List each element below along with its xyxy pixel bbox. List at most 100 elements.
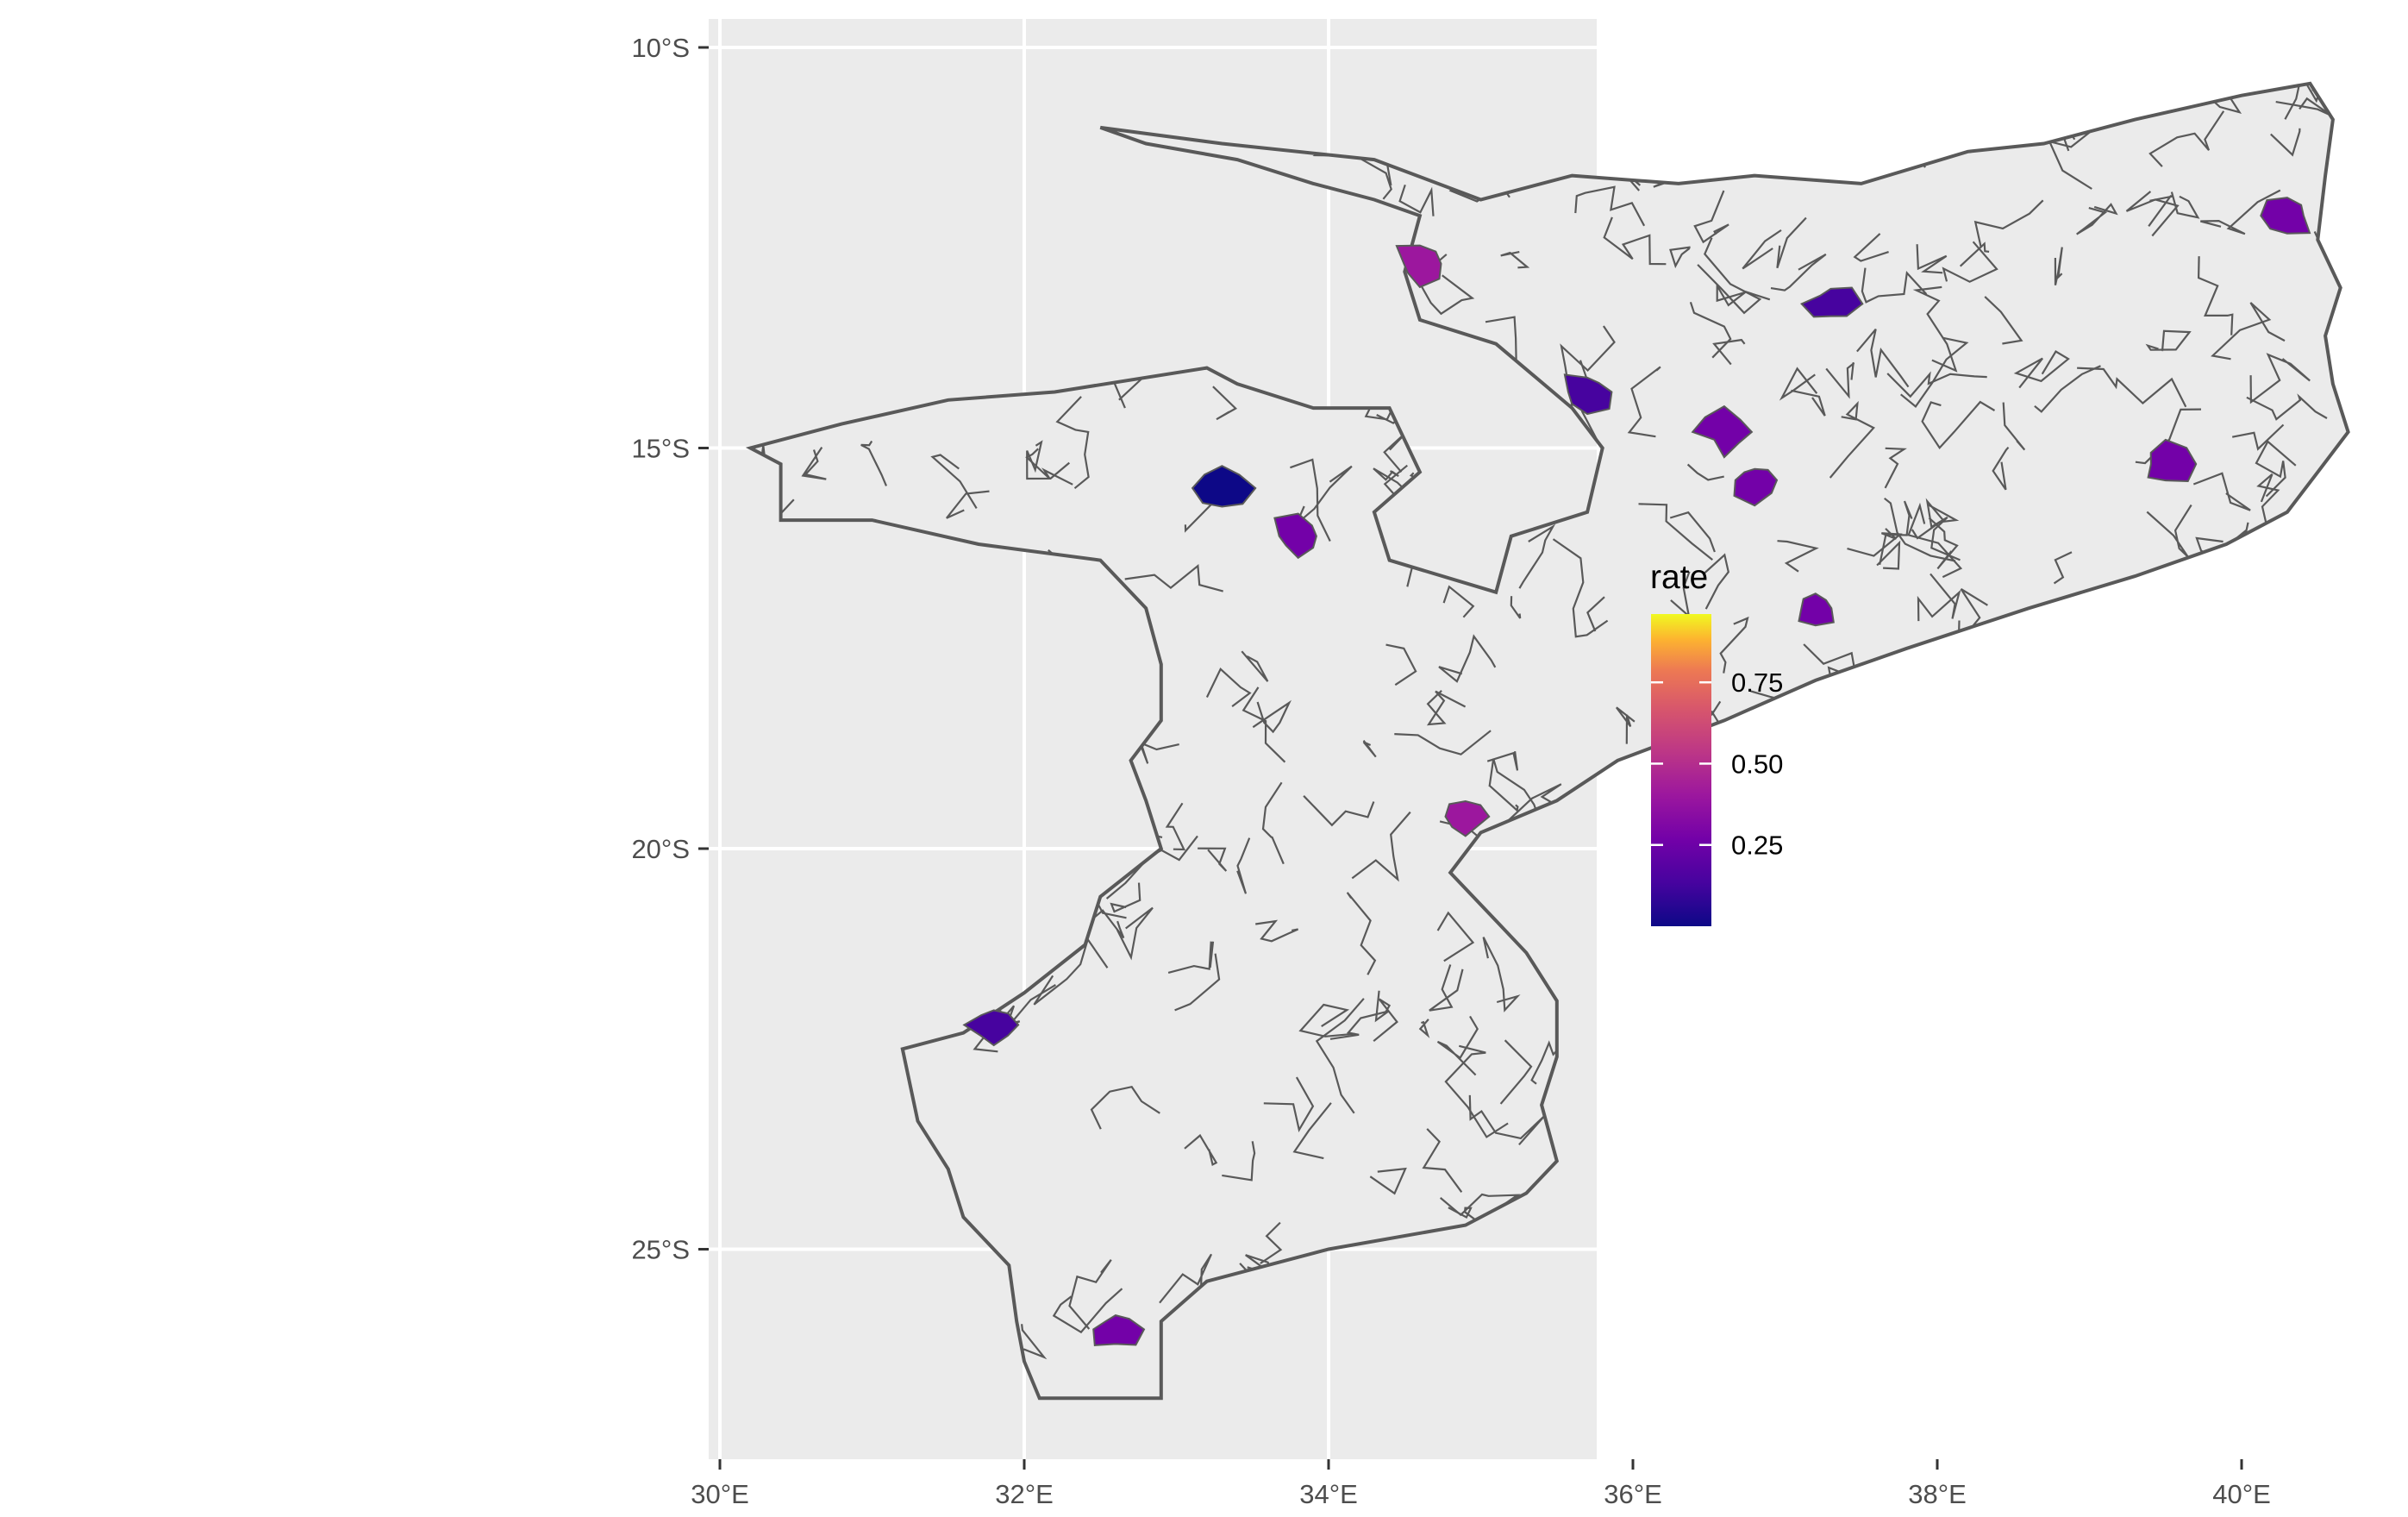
district-border — [1686, 463, 1724, 481]
district-border — [1398, 184, 1435, 216]
district-border — [1442, 585, 1475, 618]
district-border — [1774, 1062, 1822, 1113]
district-border — [2265, 527, 2314, 566]
district-border — [2221, 1144, 2252, 1223]
district-border — [930, 454, 978, 509]
district-border — [1510, 596, 1522, 619]
district-border — [2053, 551, 2073, 585]
district-border — [1552, 538, 1609, 638]
district-border — [1422, 1128, 1463, 1193]
district-border — [2010, 1153, 2069, 1210]
district-border — [1482, 937, 1521, 1012]
district-border — [2240, 891, 2261, 915]
district-border — [1776, 216, 1807, 269]
district-border — [1362, 739, 1377, 758]
district-border — [2104, 947, 2166, 987]
district-border — [1817, 83, 1856, 95]
district-border — [1290, 458, 1331, 542]
district-border — [1973, 199, 2044, 248]
district-border — [1518, 523, 1556, 589]
district-border — [1876, 540, 1901, 570]
district-border — [1165, 802, 1186, 851]
legend: rate 0.25 0.50 0.75 — [1650, 559, 1783, 926]
district-border — [2290, 939, 2321, 977]
district-border — [1068, 1259, 1112, 1330]
district-border — [1853, 233, 1889, 262]
district-border — [860, 440, 888, 486]
district-border — [2200, 189, 2281, 235]
district-border — [1394, 730, 1492, 755]
district-border — [1167, 941, 1215, 974]
district-border — [2341, 282, 2349, 349]
district-border — [1920, 645, 1982, 708]
district-border — [1436, 1015, 1479, 1076]
district-border — [1901, 687, 1952, 751]
district-border — [2275, 97, 2332, 117]
district-border — [2313, 212, 2349, 250]
district-border — [1883, 1232, 1917, 1263]
district-border — [1911, 503, 1960, 540]
legend-break-label: 0.75 — [1731, 668, 1783, 698]
district-border — [1499, 1039, 1533, 1105]
legend-title: rate — [1650, 559, 1708, 596]
district-border — [1884, 497, 1956, 562]
district-border — [1760, 1111, 1798, 1170]
district-border — [2142, 920, 2204, 978]
hotspot-district — [1191, 465, 1257, 508]
district-border — [1704, 553, 1729, 610]
district-border — [2275, 762, 2308, 824]
district-border — [1900, 336, 1969, 409]
district-border — [1670, 571, 1691, 619]
district-border — [1418, 1019, 1430, 1038]
district-border — [1026, 440, 1071, 480]
y-tick-label: 10°S — [631, 33, 690, 63]
district-border — [1829, 400, 1875, 479]
district-border — [2045, 1097, 2094, 1146]
district-border — [1729, 1103, 1776, 1131]
legend-breaks: 0.25 0.50 0.75 — [1651, 668, 1783, 861]
district-border — [2211, 1358, 2261, 1395]
district-border — [2011, 1138, 2037, 1168]
district-border — [1940, 839, 1961, 851]
district-border — [1292, 1102, 1332, 1160]
district-border — [2076, 203, 2118, 235]
district-border — [1989, 812, 2033, 863]
district-border — [801, 446, 827, 480]
district-border — [1995, 733, 2023, 764]
hotspot-district — [1798, 592, 1835, 627]
hotspot-district — [1733, 467, 1779, 507]
district-border — [1638, 503, 1713, 561]
district-border — [2196, 689, 2274, 724]
district-border — [2034, 365, 2101, 413]
district-border — [2231, 423, 2285, 451]
district-border — [2156, 1192, 2211, 1253]
district-border — [1737, 1002, 1820, 1086]
y-tick-label: 15°S — [631, 434, 690, 464]
district-border — [1159, 1253, 1213, 1304]
district-border — [1468, 1094, 1546, 1146]
district-border — [1351, 811, 1411, 882]
district-border — [1315, 998, 1365, 1114]
country-outline — [745, 81, 2350, 1401]
district-border — [1255, 919, 1299, 943]
district-border — [1925, 498, 1961, 561]
district-border — [2071, 885, 2097, 918]
district-border — [1757, 1139, 1782, 1171]
x-tick-label: 30°E — [691, 1479, 749, 1509]
district-border — [1105, 835, 1198, 900]
district-border — [2013, 349, 2070, 389]
district-border — [1602, 115, 1646, 143]
district-border — [1184, 1133, 1218, 1167]
hotspot-district — [1444, 799, 1491, 837]
district-border — [1385, 643, 1417, 686]
district-border — [1835, 1289, 1883, 1337]
district-border — [2166, 959, 2198, 1007]
district-border — [1426, 690, 1467, 726]
district-border — [2301, 895, 2346, 939]
district-border — [1959, 241, 1990, 267]
district-border — [2284, 884, 2328, 961]
hotspot-district — [1563, 373, 1613, 416]
district-border — [1592, 1100, 1663, 1161]
district-border — [1921, 400, 1996, 449]
